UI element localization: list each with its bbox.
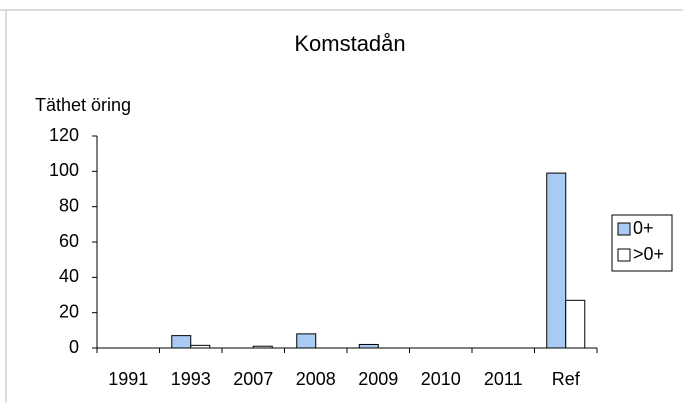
- bar: [190, 344, 211, 349]
- y-tick-label: 20: [59, 301, 79, 321]
- legend-label: 0+: [633, 218, 654, 238]
- bar: [546, 172, 567, 349]
- x-tick-label: 2010: [421, 369, 461, 389]
- x-tick-label: 2007: [233, 369, 273, 389]
- y-tick-label: 120: [49, 125, 79, 145]
- x-tick-label: 2009: [358, 369, 398, 389]
- x-tick-label: 2008: [296, 369, 336, 389]
- legend-swatch: [617, 222, 631, 236]
- bar: [171, 335, 192, 349]
- bar: [296, 333, 317, 349]
- legend-swatch: [617, 248, 631, 262]
- bar: [565, 299, 586, 349]
- y-tick-label: 0: [69, 337, 79, 357]
- x-tick-label: Ref: [552, 369, 581, 389]
- x-tick-label: 1993: [171, 369, 211, 389]
- y-axis-label: Täthet öring: [35, 95, 131, 115]
- bar: [358, 343, 379, 349]
- chart-title: Komstadån: [294, 31, 405, 56]
- bar: [252, 345, 273, 349]
- y-tick-label: 40: [59, 266, 79, 286]
- x-tick-label: 1991: [108, 369, 148, 389]
- y-tick-label: 100: [49, 160, 79, 180]
- y-tick-label: 80: [59, 195, 79, 215]
- y-tick-label: 60: [59, 231, 79, 251]
- x-tick-label: 2011: [484, 369, 523, 389]
- legend-label: >0+: [633, 244, 664, 264]
